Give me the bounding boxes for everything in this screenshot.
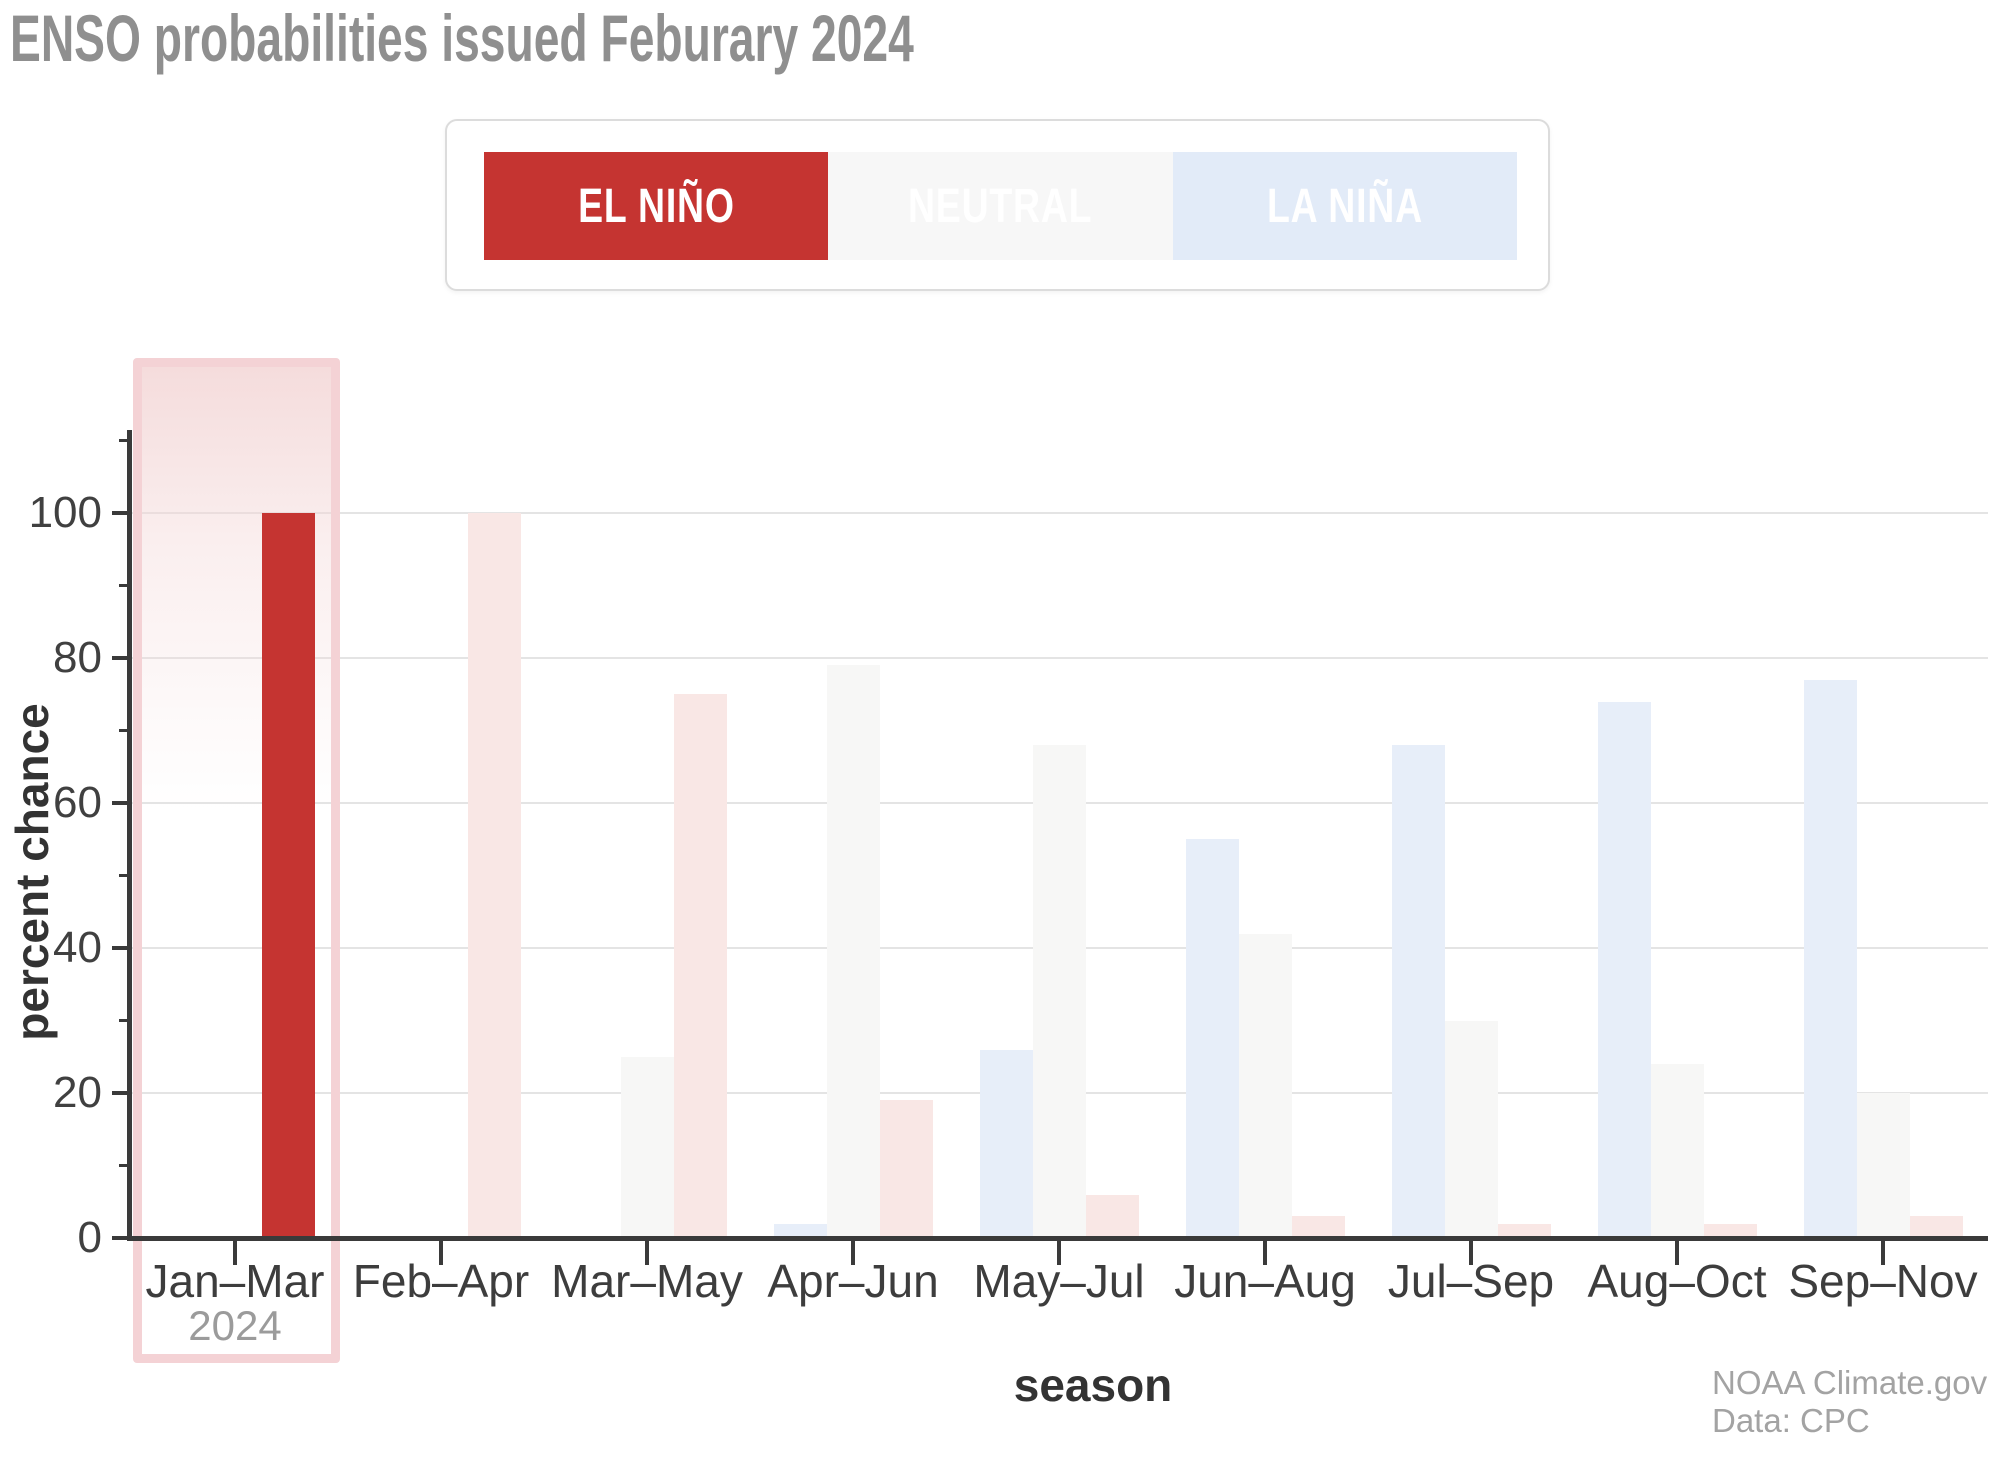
bar-la-nina-may-jul bbox=[980, 1050, 1033, 1236]
y-minor-tick-90 bbox=[119, 584, 130, 587]
x-label-mar-may: Mar–May bbox=[551, 1255, 743, 1307]
x-tick-apr-jun bbox=[851, 1241, 855, 1265]
bar-el-nino-apr-jun bbox=[880, 1100, 933, 1236]
x-tick-aug-oct bbox=[1675, 1241, 1679, 1265]
x-label-sep-nov: Sep–Nov bbox=[1788, 1255, 1978, 1307]
bar-neutral-mar-may bbox=[621, 1057, 674, 1236]
bar-la-nina-sep-nov bbox=[1804, 680, 1857, 1236]
bar-neutral-jul-sep bbox=[1445, 1021, 1498, 1236]
bar-neutral-jun-aug bbox=[1239, 934, 1292, 1236]
gridline-80 bbox=[130, 657, 1988, 659]
chart-title: ENSO probabilities issued Feburary 2024 bbox=[10, 1, 914, 75]
x-sublabel-jan-mar: 2024 bbox=[188, 1302, 282, 1349]
y-tick-label-100: 100 bbox=[28, 488, 102, 537]
y-tick-80 bbox=[112, 656, 130, 660]
axis-x bbox=[127, 1236, 1988, 1241]
x-tick-may-jul bbox=[1057, 1241, 1061, 1265]
x-tick-jun-aug bbox=[1263, 1241, 1267, 1265]
x-tick-mar-may bbox=[645, 1241, 649, 1265]
x-tick-feb-apr bbox=[439, 1241, 443, 1265]
y-tick-label-20: 20 bbox=[53, 1068, 102, 1117]
source-credit: NOAA Climate.gov Data: CPC bbox=[1712, 1364, 1987, 1440]
y-minor-tick-70 bbox=[119, 729, 130, 732]
bar-el-nino-mar-may bbox=[674, 694, 727, 1236]
x-label-jun-aug: Jun–Aug bbox=[1174, 1255, 1356, 1307]
x-label-feb-apr: Feb–Apr bbox=[352, 1255, 530, 1307]
bar-el-nino-sep-nov bbox=[1910, 1216, 1963, 1236]
gridline-100 bbox=[130, 512, 1988, 514]
legend-label-neutral: NEUTRAL bbox=[908, 179, 1093, 233]
axis-y bbox=[127, 430, 132, 1241]
bar-la-nina-jun-aug bbox=[1186, 839, 1239, 1236]
y-tick-40 bbox=[112, 946, 130, 950]
x-tick-jul-sep bbox=[1469, 1241, 1473, 1265]
bar-la-nina-jul-sep bbox=[1392, 745, 1445, 1236]
x-label-apr-jun: Apr–Jun bbox=[767, 1255, 939, 1307]
bar-el-nino-jul-sep bbox=[1498, 1224, 1551, 1236]
y-tick-label-80: 80 bbox=[53, 633, 102, 682]
y-tick-label-40: 40 bbox=[53, 923, 102, 972]
y-tick-100 bbox=[112, 511, 130, 515]
bar-el-nino-jan-mar bbox=[262, 513, 315, 1236]
y-minor-tick-10 bbox=[119, 1164, 130, 1167]
x-label-aug-oct: Aug–Oct bbox=[1587, 1255, 1767, 1307]
legend: EL NIÑO NEUTRAL LA NIÑA bbox=[445, 119, 1550, 291]
y-tick-0 bbox=[112, 1236, 130, 1240]
y-minor-tick-110 bbox=[119, 439, 130, 442]
x-axis-title: season bbox=[1013, 1359, 1173, 1411]
bar-el-nino-jun-aug bbox=[1292, 1216, 1345, 1236]
legend-item-el-nino: EL NIÑO bbox=[484, 152, 828, 260]
credit-line-2: Data: CPC bbox=[1712, 1402, 1870, 1439]
legend-label-el-nino: EL NIÑO bbox=[577, 179, 735, 233]
bar-neutral-sep-nov bbox=[1857, 1093, 1910, 1236]
x-label-jul-sep: Jul–Sep bbox=[1387, 1255, 1555, 1307]
legend-item-la-nina: LA NIÑA bbox=[1173, 152, 1517, 260]
x-label-may-jul: May–Jul bbox=[973, 1255, 1145, 1307]
bar-la-nina-aug-oct bbox=[1598, 702, 1651, 1236]
y-tick-20 bbox=[112, 1091, 130, 1095]
y-minor-tick-50 bbox=[119, 874, 130, 877]
legend-item-neutral: NEUTRAL bbox=[828, 152, 1173, 260]
bar-neutral-aug-oct bbox=[1651, 1064, 1704, 1236]
credit-line-1: NOAA Climate.gov bbox=[1712, 1364, 1988, 1401]
bar-el-nino-may-jul bbox=[1086, 1195, 1139, 1236]
bar-el-nino-aug-oct bbox=[1704, 1224, 1757, 1236]
x-tick-sep-nov bbox=[1881, 1241, 1885, 1265]
x-label-jan-mar: Jan–Mar bbox=[145, 1255, 325, 1307]
y-tick-60 bbox=[112, 801, 130, 805]
bar-el-nino-feb-apr bbox=[468, 513, 521, 1236]
bar-neutral-apr-jun bbox=[827, 665, 880, 1236]
y-tick-label-60: 60 bbox=[53, 778, 102, 827]
bar-la-nina-apr-jun bbox=[774, 1224, 827, 1236]
y-tick-label-0: 0 bbox=[77, 1213, 102, 1262]
y-axis-title: percent chance bbox=[6, 703, 58, 1041]
bar-neutral-may-jul bbox=[1033, 745, 1086, 1236]
x-tick-jan-mar bbox=[233, 1241, 237, 1265]
legend-label-la-nina: LA NIÑA bbox=[1267, 179, 1423, 233]
y-minor-tick-30 bbox=[119, 1019, 130, 1022]
